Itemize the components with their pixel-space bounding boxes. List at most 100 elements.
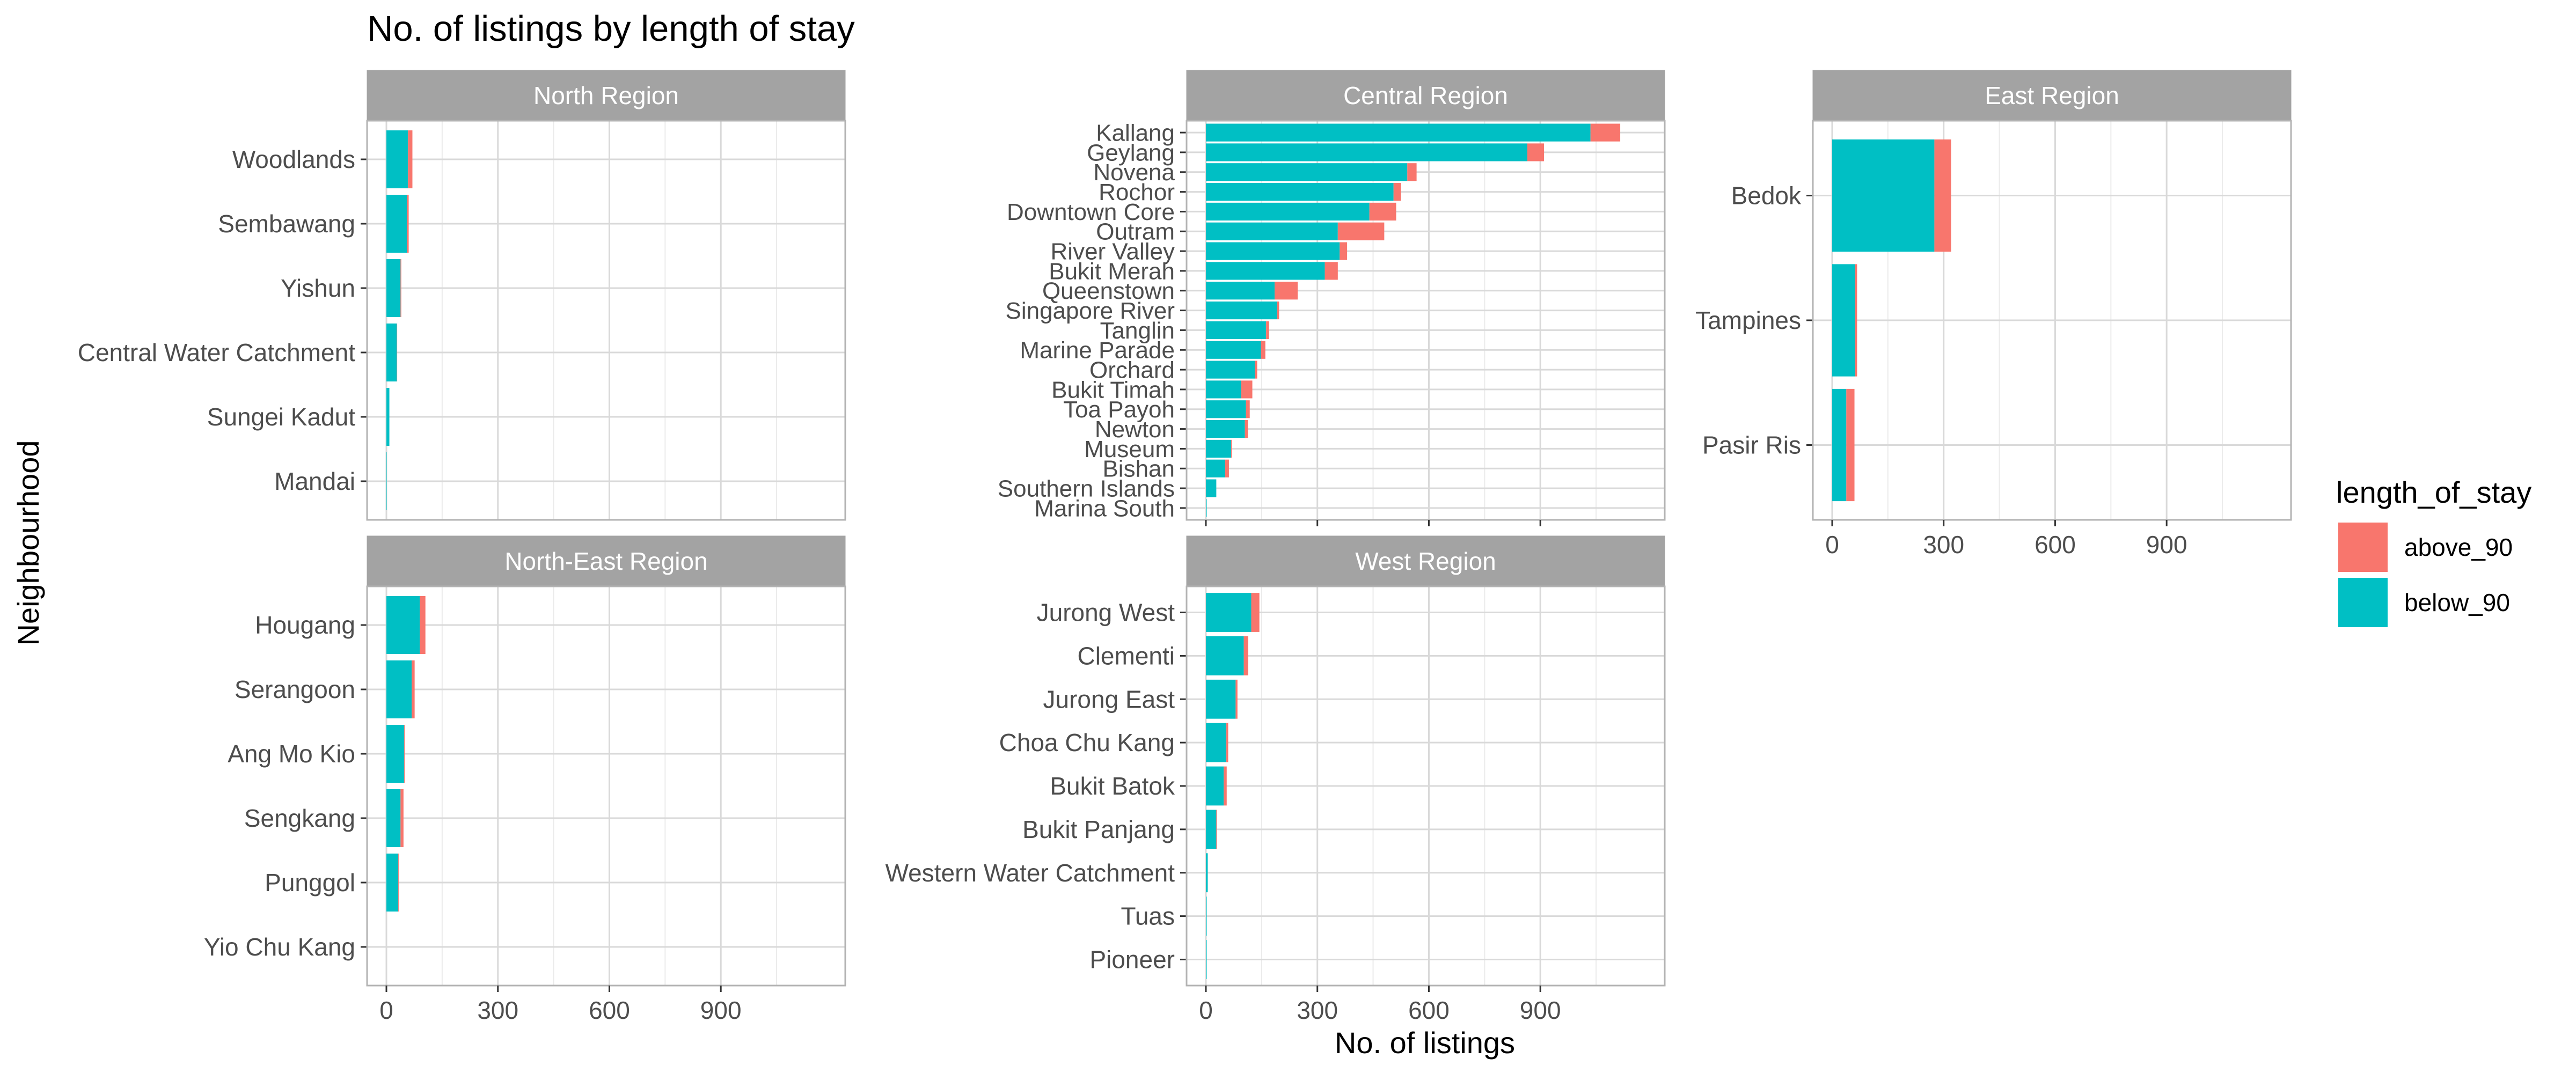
bar-above-90-queenstown (1275, 282, 1298, 300)
x-tick-label: 600 (1408, 996, 1450, 1024)
bar-below-90-rochor (1206, 183, 1394, 201)
bar-above-90-marine-parade (1261, 341, 1265, 359)
facet-strip-label: Central Region (1343, 82, 1508, 109)
bar-below-90-serangoon (386, 660, 412, 718)
y-tick-label-queenstown: Queenstown (1042, 278, 1175, 304)
bar-below-90-pasir-ris (1832, 388, 1847, 502)
bar-above-90-bukit-batok (1224, 766, 1227, 806)
bar-below-90-sungei-kadut (386, 388, 390, 446)
bar-above-90-choa-chu-kang (1226, 723, 1228, 762)
bar-above-90-clementi (1243, 636, 1248, 675)
bar-above-90-punggol (398, 854, 399, 912)
facet-north-region: North Region Mandai Sungei Kadut Central Wa… (78, 70, 846, 521)
x-tick-label: 0 (1825, 531, 1839, 558)
y-tick-label-punggol: Punggol (265, 869, 355, 896)
x-tick-label: 900 (700, 996, 742, 1024)
panel-border (1185, 120, 1666, 521)
bar-below-90-yishun (386, 259, 401, 317)
bar-above-90-river-valley (1340, 242, 1348, 260)
bar-above-90-museum (1231, 439, 1232, 458)
y-tick-label-outram: Outram (1096, 219, 1175, 245)
x-tick-label: 600 (2035, 531, 2076, 558)
x-tick-label: 900 (2146, 531, 2187, 558)
x-tick-label: 0 (1199, 996, 1213, 1024)
y-tick-label-yio-chu-kang: Yio Chu Kang (204, 933, 355, 961)
bar-below-90-queenstown (1206, 282, 1275, 300)
y-tick-label-rochor: Rochor (1099, 179, 1175, 205)
y-tick-label-sengkang: Sengkang (244, 804, 355, 832)
y-tick-label-mandai: Mandai (274, 467, 355, 495)
y-tick-label-jurong-east: Jurong East (1043, 685, 1175, 713)
x-tick-label: 300 (1297, 996, 1338, 1024)
bar-above-90-kallang (1590, 123, 1621, 142)
y-tick-label-ang-mo-kio: Ang Mo Kio (228, 740, 355, 768)
bar-above-90-toa-payoh (1246, 400, 1250, 418)
bar-above-90-bedok (1934, 139, 1951, 252)
facet-strip (1812, 70, 2292, 121)
facet-panels: North Region Mandai Sungei Kadut Central Wa… (78, 70, 2292, 1024)
bar-above-90-rochor (1393, 183, 1401, 201)
y-tick-label-bukit-timah: Bukit Timah (1051, 377, 1175, 403)
bar-above-90-outram (1337, 222, 1385, 240)
y-tick-label-central-water-catchment: Central Water Catchment (78, 339, 355, 366)
y-tick-label-bukit-merah: Bukit Merah (1049, 258, 1175, 284)
y-tick-label-tampines: Tampines (1695, 306, 1801, 334)
bar-below-90-sengkang (386, 789, 401, 847)
y-tick-label-sembawang: Sembawang (218, 210, 355, 238)
bar-above-90-newton (1245, 420, 1248, 438)
bar-below-90-marine-parade (1206, 341, 1261, 359)
facet-strip-label: West Region (1355, 547, 1496, 575)
panel-background (367, 586, 845, 986)
facet-strip-label: East Region (1985, 82, 2119, 109)
facet-north-east-region: North-East Region Yio Chu Kang Punggol Seng… (204, 535, 846, 1024)
bar-below-90-central-water-catchment (386, 324, 397, 381)
facet-east-region: East Region Pasir Ris Tampines Bedok 0 300 600… (1695, 70, 2292, 558)
bar-below-90-jurong-west (1206, 593, 1252, 632)
bar-above-90-sembawang (407, 195, 409, 253)
bar-above-90-bukit-panjang (1216, 810, 1217, 849)
y-tick-label-hougang: Hougang (255, 611, 355, 639)
bar-above-90-geylang (1527, 143, 1545, 161)
bar-above-90-jurong-east (1235, 679, 1238, 719)
y-tick-label-western-water-catchment: Western Water Catchment (885, 859, 1175, 887)
x-tick-label: 300 (477, 996, 518, 1024)
y-tick-label-novena: Novena (1093, 159, 1175, 186)
y-tick-label-orchard: Orchard (1089, 357, 1175, 383)
bar-above-90-jurong-west (1251, 593, 1260, 632)
y-tick-label-bukit-batok: Bukit Batok (1050, 772, 1175, 800)
bar-below-90-kallang (1206, 123, 1591, 142)
bar-below-90-bukit-timah (1206, 380, 1241, 399)
bar-below-90-bedok (1832, 139, 1935, 252)
y-tick-label-bukit-panjang: Bukit Panjang (1022, 815, 1175, 843)
bar-above-90-yishun (400, 259, 401, 317)
bar-below-90-novena (1206, 163, 1408, 181)
bar-below-90-jurong-east (1206, 679, 1236, 719)
legend-key-below-90 (2338, 578, 2388, 627)
y-tick-label-singapore-river: Singapore River (1006, 298, 1175, 324)
bar-below-90-river-valley (1206, 242, 1340, 260)
bar-below-90-choa-chu-kang (1206, 723, 1227, 762)
y-tick-label-serangoon: Serangoon (235, 675, 355, 703)
y-tick-label-river-valley: River Valley (1051, 238, 1175, 264)
bar-below-90-punggol (386, 854, 399, 912)
bar-below-90-clementi (1206, 636, 1244, 675)
bar-below-90-singapore-river (1206, 302, 1277, 320)
x-tick-label: 0 (379, 996, 393, 1024)
bar-above-90-novena (1407, 163, 1417, 181)
bar-below-90-bukit-merah (1206, 262, 1325, 280)
bar-below-90-ang-mo-kio (386, 725, 405, 783)
bar-above-90-serangoon (412, 660, 415, 718)
facet-strip (1186, 535, 1665, 587)
y-tick-label-choa-chu-kang: Choa Chu Kang (999, 729, 1175, 756)
bar-below-90-toa-payoh (1206, 400, 1246, 418)
bar-below-90-tanglin (1206, 321, 1267, 339)
y-tick-label-woodlands: Woodlands (232, 145, 355, 173)
bar-below-90-mandai (386, 452, 387, 510)
y-tick-label-geylang: Geylang (1087, 139, 1175, 166)
panel-border (1185, 585, 1666, 987)
bar-below-90-orchard (1206, 361, 1255, 379)
bar-below-90-bukit-batok (1206, 766, 1224, 806)
y-tick-label-downtown-core: Downtown Core (1007, 199, 1175, 225)
bar-below-90-western-water-catchment (1206, 853, 1208, 893)
